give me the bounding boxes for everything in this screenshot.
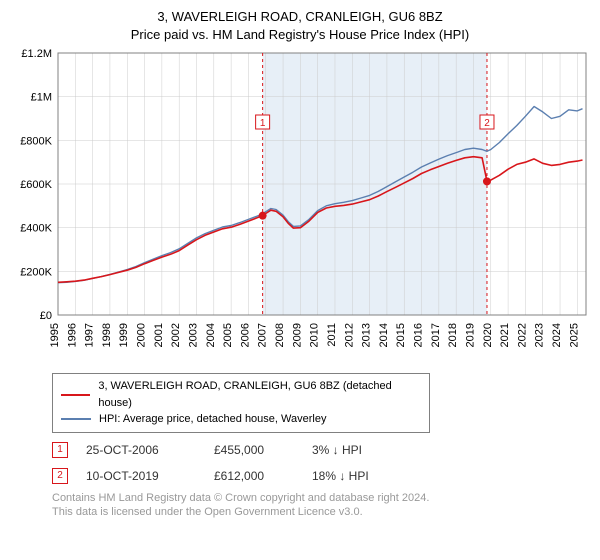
line-chart-svg: £0 £200K £400K £600K £800K £1M £1.2M 1995 1996 19…	[10, 47, 590, 367]
svg-text:£1.2M: £1.2M	[21, 48, 52, 60]
chart-area: £0 £200K £400K £600K £800K £1M £1.2M 1995 1996 19…	[10, 47, 590, 367]
legend-swatch-property	[61, 394, 90, 396]
sale-price-1: £455,000	[214, 443, 294, 457]
svg-text:2018: 2018	[447, 323, 459, 347]
svg-text:2008: 2008	[274, 323, 286, 347]
svg-text:2015: 2015	[395, 323, 407, 347]
svg-text:£800K: £800K	[20, 135, 52, 147]
legend-label-property: 3, WAVERLEIGH ROAD, CRANLEIGH, GU6 8BZ (…	[98, 378, 421, 411]
svg-text:2022: 2022	[516, 323, 528, 347]
svg-text:1996: 1996	[66, 323, 78, 347]
legend-row-hpi: HPI: Average price, detached house, Wave…	[61, 411, 421, 428]
license-text: Contains HM Land Registry data © Crown c…	[52, 491, 590, 520]
svg-text:2009: 2009	[291, 323, 303, 347]
svg-text:2003: 2003	[187, 323, 199, 347]
sale-marker-2: 2	[52, 468, 68, 484]
chart-container: 3, WAVERLEIGH ROAD, CRANLEIGH, GU6 8BZ P…	[0, 0, 600, 560]
svg-text:2006: 2006	[239, 323, 251, 347]
chart-subtitle: Price paid vs. HM Land Registry's House …	[10, 26, 590, 44]
sale-diff-1: 3% ↓ HPI	[312, 443, 402, 457]
legend-swatch-hpi	[61, 418, 91, 420]
svg-text:2000: 2000	[136, 323, 148, 347]
svg-text:2025: 2025	[568, 323, 580, 347]
legend-row-property: 3, WAVERLEIGH ROAD, CRANLEIGH, GU6 8BZ (…	[61, 378, 421, 411]
legend-label-hpi: HPI: Average price, detached house, Wave…	[99, 411, 326, 428]
svg-text:2024: 2024	[551, 323, 563, 347]
svg-text:2007: 2007	[257, 323, 269, 347]
legend-box: 3, WAVERLEIGH ROAD, CRANLEIGH, GU6 8BZ (…	[52, 373, 430, 433]
svg-text:2017: 2017	[430, 323, 442, 347]
svg-text:£0: £0	[40, 310, 52, 322]
svg-text:1998: 1998	[101, 323, 113, 347]
svg-text:£200K: £200K	[20, 266, 52, 278]
chart-title: 3, WAVERLEIGH ROAD, CRANLEIGH, GU6 8BZ	[10, 8, 590, 26]
svg-text:£1M: £1M	[31, 92, 52, 104]
svg-text:2012: 2012	[343, 323, 355, 347]
svg-text:2002: 2002	[170, 323, 182, 347]
svg-text:1995: 1995	[49, 323, 61, 347]
license-line-1: Contains HM Land Registry data © Crown c…	[52, 491, 590, 505]
svg-text:1999: 1999	[118, 323, 130, 347]
svg-text:1: 1	[260, 118, 266, 129]
sale-diff-2: 18% ↓ HPI	[312, 469, 402, 483]
svg-text:1997: 1997	[84, 323, 96, 347]
license-line-2: This data is licensed under the Open Gov…	[52, 505, 590, 519]
sale-marker-1: 1	[52, 442, 68, 458]
sale-date-2: 10-OCT-2019	[86, 469, 196, 483]
svg-text:2023: 2023	[534, 323, 546, 347]
svg-text:2005: 2005	[222, 323, 234, 347]
svg-text:2021: 2021	[499, 323, 511, 347]
svg-text:2020: 2020	[482, 323, 494, 347]
sale-date-1: 25-OCT-2006	[86, 443, 196, 457]
svg-text:2016: 2016	[413, 323, 425, 347]
sale-price-2: £612,000	[214, 469, 294, 483]
svg-text:£400K: £400K	[20, 223, 52, 235]
svg-text:£600K: £600K	[20, 179, 52, 191]
svg-text:2001: 2001	[153, 323, 165, 347]
svg-text:2: 2	[484, 118, 490, 129]
sale-row-1: 1 25-OCT-2006 £455,000 3% ↓ HPI	[52, 437, 590, 463]
sale-row-2: 2 10-OCT-2019 £612,000 18% ↓ HPI	[52, 463, 590, 489]
svg-text:2019: 2019	[464, 323, 476, 347]
svg-text:2010: 2010	[309, 323, 321, 347]
svg-text:2011: 2011	[326, 323, 338, 347]
svg-text:2013: 2013	[361, 323, 373, 347]
sales-table: 1 25-OCT-2006 £455,000 3% ↓ HPI 2 10-OCT…	[52, 437, 590, 489]
svg-text:2004: 2004	[205, 323, 217, 347]
svg-text:2014: 2014	[378, 323, 390, 347]
